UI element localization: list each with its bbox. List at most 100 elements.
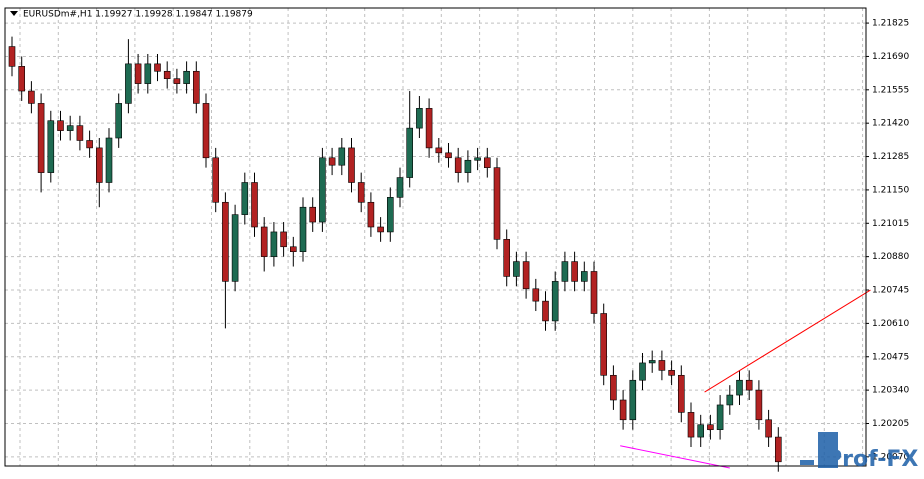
candle-body: [222, 201, 229, 282]
candle-body: [542, 300, 549, 322]
watermark-text: Prof-FX: [826, 447, 918, 472]
candle-body: [270, 231, 278, 257]
candle-body: [231, 214, 239, 282]
candle-body: [18, 66, 26, 92]
candle-body: [658, 360, 666, 371]
candle-body: [551, 281, 559, 322]
candle-body: [309, 206, 317, 223]
candle-body: [386, 197, 394, 233]
candle-body: [513, 261, 520, 277]
candle-body: [755, 389, 763, 421]
candle-body: [154, 63, 161, 72]
candle-body: [134, 63, 142, 84]
candle-body: [483, 157, 491, 168]
candle-body: [357, 182, 365, 203]
y-tick-label: 1.20340: [872, 386, 909, 396]
candle-body: [289, 246, 297, 253]
candle-body: [367, 201, 375, 228]
vertical-grid: [19, 8, 864, 466]
candle-body: [580, 271, 588, 282]
candle-body: [416, 108, 423, 129]
y-tick-label: 1.20205: [872, 419, 909, 429]
watermark-logo: [818, 432, 838, 468]
trendline: [704, 289, 871, 393]
candle-body: [8, 46, 16, 67]
candle-body: [474, 157, 481, 161]
candle-body: [716, 404, 724, 430]
y-tick-label: 1.21690: [872, 52, 909, 62]
candle-body: [183, 70, 190, 84]
candle-body: [319, 157, 326, 223]
candle-body: [241, 182, 249, 215]
candle-body: [639, 362, 646, 381]
candle-body: [212, 157, 219, 203]
candle-body: [47, 120, 55, 173]
candle-body: [396, 177, 404, 198]
y-tick-label: 1.21285: [872, 152, 909, 162]
candle-body: [435, 147, 443, 154]
watermark-logo-bar: [800, 460, 814, 465]
y-tick-label: 1.21420: [872, 119, 909, 129]
candle-body: [37, 103, 45, 173]
candle-body: [251, 182, 258, 228]
candle-body: [600, 313, 608, 376]
menu-arrow[interactable]: [10, 11, 18, 16]
candle-body: [96, 147, 103, 183]
y-tick-label: 1.21825: [872, 19, 909, 29]
candle-body: [57, 120, 64, 131]
candle-body: [377, 226, 384, 233]
candle-body: [707, 424, 714, 430]
y-tick-label: 1.20880: [872, 252, 909, 262]
candle-body: [338, 147, 346, 166]
candle-body: [648, 360, 656, 364]
candle-body: [561, 261, 569, 282]
candle-body: [726, 394, 734, 406]
y-tick-label: 1.20475: [872, 352, 909, 362]
candle-body: [619, 399, 627, 421]
candle-body: [677, 374, 685, 413]
y-tick-label: 1.20070: [872, 452, 909, 462]
candle-body: [532, 288, 540, 302]
candle-body: [299, 206, 307, 253]
candle-body: [125, 63, 132, 104]
candle-body: [493, 167, 501, 240]
candle-body: [144, 63, 152, 84]
candle-body: [736, 379, 743, 396]
candle-body: [425, 108, 433, 149]
candle-body: [668, 370, 675, 376]
candle-body: [260, 226, 268, 257]
candle-body: [503, 239, 511, 277]
candle-body: [348, 147, 355, 183]
candle-body: [464, 159, 472, 173]
y-tick-label: 1.21555: [872, 85, 909, 95]
candle-body: [28, 90, 35, 104]
candle-body: [687, 412, 695, 438]
candle-body: [522, 261, 530, 290]
candle-body: [193, 70, 200, 104]
trendline: [620, 445, 730, 469]
candle-body: [765, 419, 772, 438]
y-tick-label: 1.20745: [872, 286, 909, 296]
candle-body: [66, 125, 74, 131]
candle-body: [454, 157, 462, 173]
candle-body: [629, 379, 637, 421]
candle-body: [115, 103, 122, 139]
plot-frame: [4, 7, 867, 467]
candle-body: [76, 125, 84, 141]
candle-body: [163, 70, 171, 79]
y-tick-label: 1.21150: [872, 185, 909, 195]
candle-body: [86, 140, 93, 149]
candle-body: [445, 152, 452, 159]
watermark: Prof-FX: [800, 432, 918, 472]
candle-body: [328, 157, 336, 166]
candle-body: [590, 271, 598, 314]
candle-body: [406, 127, 414, 178]
chart-title: EURUSDm#,H1 1.19927 1.19928 1.19847 1.19…: [23, 10, 253, 20]
y-tick-label: 1.20610: [872, 319, 909, 329]
candle-body: [280, 231, 287, 248]
candle-body: [774, 436, 782, 463]
candle-body: [105, 137, 113, 183]
y-tick-label: 1.21015: [872, 219, 909, 229]
